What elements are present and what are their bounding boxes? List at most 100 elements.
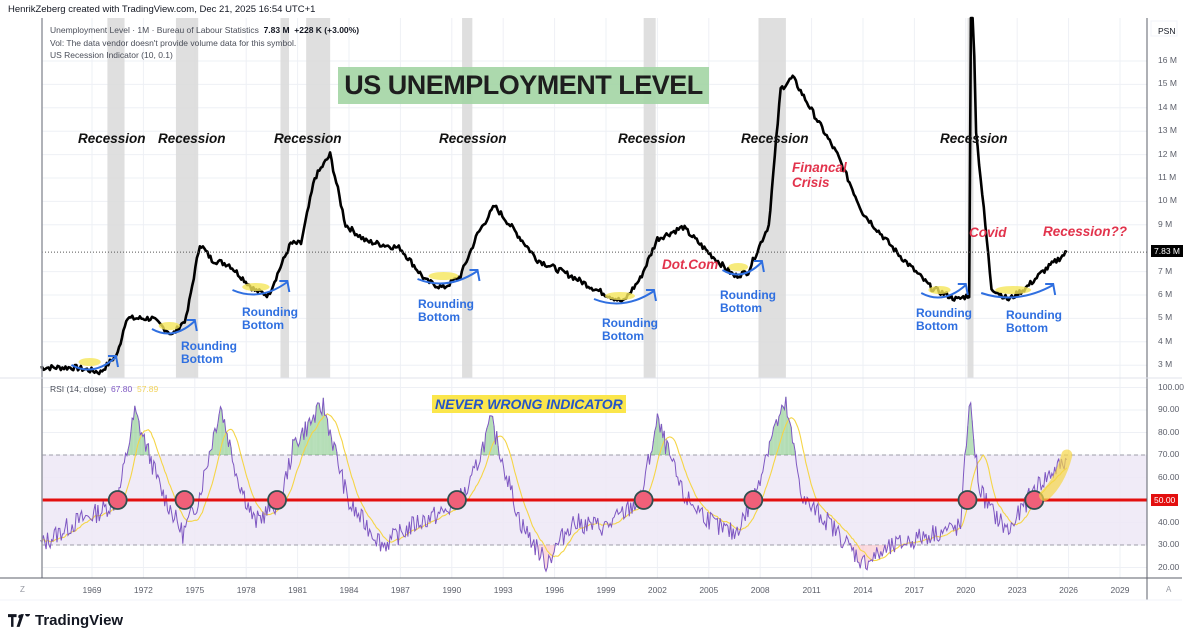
price-tick: 11 M [1158,172,1177,182]
rounding-bottom-label: Rounding Bottom [602,317,658,343]
price-tick: 5 M [1158,312,1173,323]
rb-line2: Bottom [602,329,644,343]
rb-line2: Bottom [1006,321,1048,335]
rsi-value: 67.80 [110,384,133,394]
legend-volume-note: Vol: The data vendor doesn't provide vol… [50,37,297,48]
event-label-covid: Covid [969,225,1007,240]
time-tick: 2014 [853,585,873,595]
price-tick: 12 M [1158,148,1177,159]
recession-bands [107,18,974,378]
event-label-future-recession: Recession?? [1043,224,1128,239]
rounding-bottom-label: Rounding Bottom [720,289,776,315]
event-label-dotcom: Dot.Com [662,257,719,272]
recession-label: Recession [439,131,507,146]
rb-line1: Rounding [242,305,298,319]
legend-last-value: 7.83 M [263,25,290,35]
time-tick: 1972 [133,585,153,595]
time-tick: 2017 [904,585,924,595]
recession-label: Recession [741,131,809,146]
time-tick: 1969 [82,585,102,595]
never-wrong-indicator-annotation: NEVER WRONG INDICATOR [432,395,626,413]
time-axis-left-button[interactable]: Z [20,585,25,594]
time-tick: 2023 [1007,585,1027,595]
price-series [40,16,1147,376]
rsi-label: RSI (14, close) [50,384,107,394]
rounding-bottom-label: Rounding Bottom [916,307,972,333]
chart-credit: HenrikZeberg created with TradingView.co… [8,4,316,15]
rsi-tick: 20.00 [1158,561,1180,572]
time-tick: 1981 [288,585,308,595]
rsi-tick: 70.00 [1158,449,1180,459]
rsi-tick: 80.00 [1158,426,1180,437]
rsi-legend[interactable]: RSI (14, close) 67.80 57.89 [50,384,158,394]
chart-title-annotation: US UNEMPLOYMENT LEVEL [338,67,709,104]
time-tick: 2011 [802,585,821,595]
rb-line2: Bottom [916,319,958,333]
rsi-tick: 60.00 [1158,471,1180,482]
rounding-bottom-label: Rounding Bottom [418,298,474,324]
tradingview-logo-icon [8,614,30,627]
price-tick: 13 M [1158,125,1177,136]
price-tick: 16 M [1158,55,1177,65]
recession-label: Recession [78,131,146,146]
time-tick: 1978 [236,585,256,595]
gfc-line2: Crisis [792,175,830,190]
main-legend: Unemployment Level · 1M · Bureau of Labo… [50,24,359,62]
rb-line1: Rounding [916,306,972,320]
time-tick: 1975 [185,585,205,595]
time-tick: 2008 [750,585,770,595]
rsi-tick: 100.00 [1158,381,1184,392]
tradingview-logo-text: TradingView [35,612,124,629]
rb-line2: Bottom [720,301,762,315]
recession-label: Recession [618,131,686,146]
legend-symbol: Unemployment Level · 1M · Bureau of Labo… [50,25,259,35]
time-tick: 2005 [699,585,719,595]
time-tick: 1987 [390,585,410,595]
rsi-series [40,396,1147,573]
rb-line1: Rounding [720,288,776,302]
rsi-tick: 90.00 [1158,404,1180,414]
price-tick: 7 M [1158,265,1173,276]
time-tick: 2020 [956,585,976,595]
gfc-line1: Financal [792,160,847,175]
price-tick: 10 M [1158,195,1177,206]
rsi-midline-tag: 50.00 [1151,494,1179,506]
time-tick: 2002 [647,585,667,595]
recession-label: Recession [940,131,1008,146]
time-tick: 2026 [1059,585,1079,595]
event-label-gfc: Financal Crisis [792,160,847,190]
rb-line2: Bottom [418,310,460,324]
price-tick: 3 M [1158,359,1173,370]
rb-line1: Rounding [602,316,658,330]
price-axis-unit[interactable]: PSN [1158,26,1176,36]
price-tick: 4 M [1158,335,1173,346]
legend-indicator[interactable]: US Recession Indicator (10, 0.1) [50,50,173,60]
auto-scale-button[interactable]: A [1166,585,1172,594]
rsi-tick: 40.00 [1158,516,1180,527]
rb-line2: Bottom [242,318,284,332]
current-price-tag: 7.83 M [1151,245,1183,257]
rounding-bottom-label: Rounding Bottom [1006,309,1062,335]
tradingview-logo[interactable]: TradingView [8,612,123,629]
price-tick: 6 M [1158,289,1173,299]
rounding-bottom-label: Rounding Bottom [242,306,298,332]
time-tick: 1996 [545,585,565,595]
rsi-ma-value: 57.89 [136,384,159,394]
chart-frame [0,18,1182,601]
time-tick: 2029 [1110,585,1130,595]
time-tick: 1999 [596,585,616,595]
rsi-tick: 30.00 [1158,539,1180,549]
annotation-shapes [70,260,1057,371]
time-tick: 1990 [442,585,462,595]
recession-label: Recession [274,131,342,146]
legend-symbol-row: Unemployment Level · 1M · Bureau of Labo… [50,24,359,37]
time-tick: 1993 [493,585,513,595]
rounding-bottom-label: Rounding Bottom [181,340,237,366]
rb-line2: Bottom [181,352,223,366]
price-tick: 9 M [1158,218,1173,229]
price-tick: 15 M [1158,78,1177,89]
time-tick: 1984 [339,585,359,595]
rb-line1: Rounding [1006,308,1062,322]
rb-line1: Rounding [181,339,237,353]
legend-change: +228 K (+3.00%) [294,25,360,35]
